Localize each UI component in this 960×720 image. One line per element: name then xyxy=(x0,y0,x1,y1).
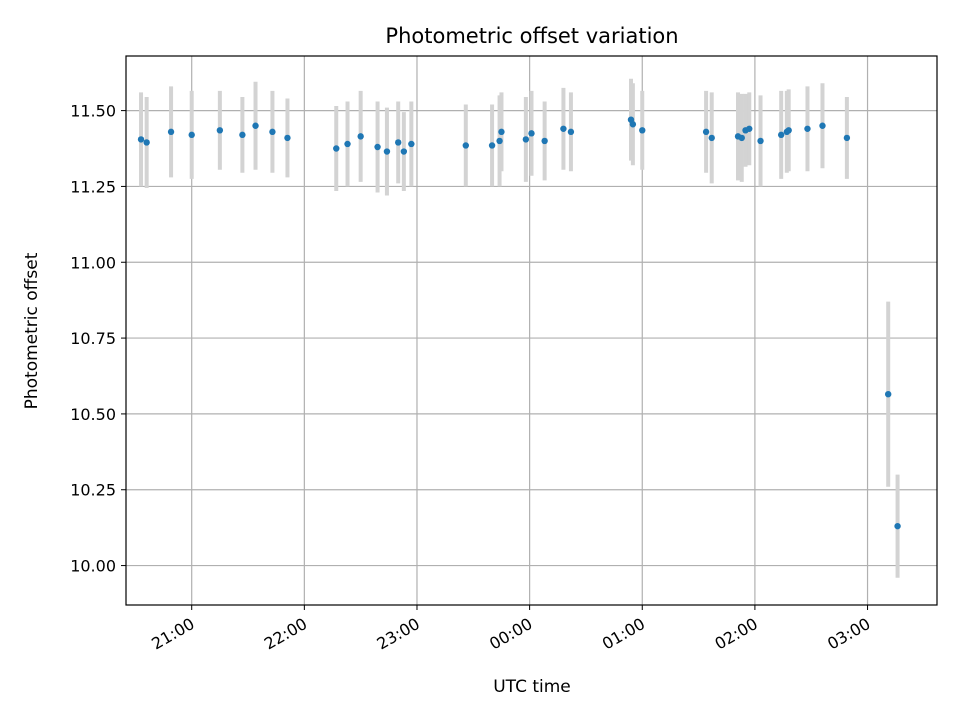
data-point xyxy=(541,137,548,145)
data-point xyxy=(884,390,892,398)
data-point xyxy=(746,125,753,132)
x-tick-label: 23:00 xyxy=(374,614,423,654)
data-point xyxy=(639,127,646,134)
data-point xyxy=(488,142,496,149)
data-point xyxy=(560,125,567,132)
error-bars xyxy=(139,78,900,578)
data-point xyxy=(408,140,415,148)
data-point xyxy=(143,139,150,146)
data-point xyxy=(383,148,391,155)
y-tick-label: 11.25 xyxy=(70,177,116,196)
y-tick-label: 11.00 xyxy=(70,253,116,272)
data-point xyxy=(167,128,175,136)
data-point xyxy=(522,136,530,143)
plot-frame xyxy=(125,55,938,606)
data-point xyxy=(239,131,246,139)
x-tick-label: 00:00 xyxy=(486,614,535,654)
data-point xyxy=(819,122,826,129)
data-point xyxy=(216,127,224,134)
y-tick-label: 10.00 xyxy=(70,557,116,576)
data-point xyxy=(374,143,381,151)
data-point xyxy=(894,522,901,530)
data-point xyxy=(395,139,402,146)
data-point xyxy=(333,145,340,152)
data-point xyxy=(738,134,745,142)
data-point xyxy=(269,128,276,136)
x-tick-label: 02:00 xyxy=(711,614,760,654)
data-point xyxy=(708,134,715,142)
x-tick-label: 01:00 xyxy=(599,614,648,654)
data-point xyxy=(357,133,364,140)
data-point xyxy=(188,131,195,139)
data-point xyxy=(757,137,764,145)
y-tick-label: 10.25 xyxy=(70,481,116,500)
x-tick-label: 21:00 xyxy=(148,614,197,654)
data-point xyxy=(498,128,505,136)
data-point xyxy=(400,148,408,155)
data-point xyxy=(629,121,637,128)
y-axis-label: Photometric offset xyxy=(22,252,42,409)
data-point xyxy=(702,128,710,136)
data-point xyxy=(462,142,469,149)
data-point xyxy=(785,127,792,134)
data-point xyxy=(804,125,811,132)
y-axis-ticks: 10.00 10.25 10.50 10.75 11.00 11.25 11.50 xyxy=(70,102,126,576)
y-tick-label: 10.75 xyxy=(70,329,116,348)
data-point xyxy=(496,137,503,145)
data-point xyxy=(777,131,785,139)
y-tick-label: 11.50 xyxy=(70,102,116,121)
data-point xyxy=(137,136,145,143)
data-point xyxy=(252,122,259,129)
data-point xyxy=(284,134,291,142)
data-point xyxy=(843,134,851,142)
chart-title: Photometric offset variation xyxy=(385,24,678,48)
x-tick-label: 22:00 xyxy=(261,614,310,654)
data-points xyxy=(137,116,901,530)
data-point xyxy=(528,130,535,137)
y-tick-label: 10.50 xyxy=(70,405,116,424)
x-axis-label: UTC time xyxy=(493,677,571,697)
data-point xyxy=(567,128,575,136)
x-tick-label: 03:00 xyxy=(824,614,873,654)
x-axis-ticks: 21:00 22:00 23:00 00:00 01:00 02:00 03:00 xyxy=(148,605,874,654)
data-point xyxy=(344,140,351,148)
